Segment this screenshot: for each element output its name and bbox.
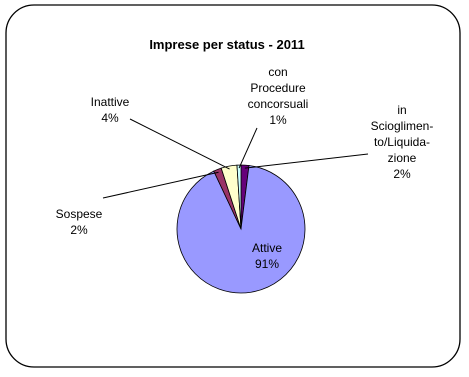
slice-label-con-procedure-concorsuali: con Procedure concorsuali 1% [248, 65, 309, 127]
leader-line-sospese [102, 171, 219, 199]
pie-slices [176, 164, 306, 294]
leader-line-in-scioglimen-to-liquida-zione [244, 153, 369, 169]
slice-label-line: concorsuali [248, 97, 309, 111]
slice-percent-label: 2% [70, 223, 88, 237]
pie-slice-attive [176, 165, 306, 294]
slice-label-line: Inattive [91, 95, 130, 109]
slice-label-line: to/Liquida- [374, 135, 430, 149]
slice-label-attive: Attive 91% [252, 241, 282, 271]
slice-labels: in Scioglimen-to/Liquida-zione 2% Attive 91%… [56, 65, 434, 271]
slice-label-line: in [397, 103, 406, 117]
slice-percent-label: 91% [255, 257, 279, 271]
slice-label-sospese: Sospese 2% [56, 207, 103, 237]
slice-label-inattive: Inattive 4% [91, 95, 130, 125]
slice-label-line: Attive [252, 241, 282, 255]
pie-slice-con-procedure-concorsuali [236, 164, 242, 230]
slice-percent-label: 4% [101, 111, 119, 125]
leader-line-inattive [129, 118, 230, 170]
chart-title: Imprese per status - 2011 [149, 37, 304, 52]
slice-label-line: Procedure [250, 81, 306, 95]
slice-label-line: con [268, 65, 287, 79]
slice-percent-label: 2% [393, 167, 411, 181]
leader-lines [102, 118, 369, 199]
slice-label-line: Scioglimen- [371, 119, 434, 133]
leader-line-con-procedure-concorsuali [238, 127, 258, 169]
slice-percent-label: 1% [269, 113, 287, 127]
slice-label-in-scioglimen-to-liquida-zione: in Scioglimen-to/Liquida-zione 2% [371, 103, 434, 181]
slice-label-line: Sospese [56, 207, 103, 221]
slice-label-line: zione [388, 151, 417, 165]
